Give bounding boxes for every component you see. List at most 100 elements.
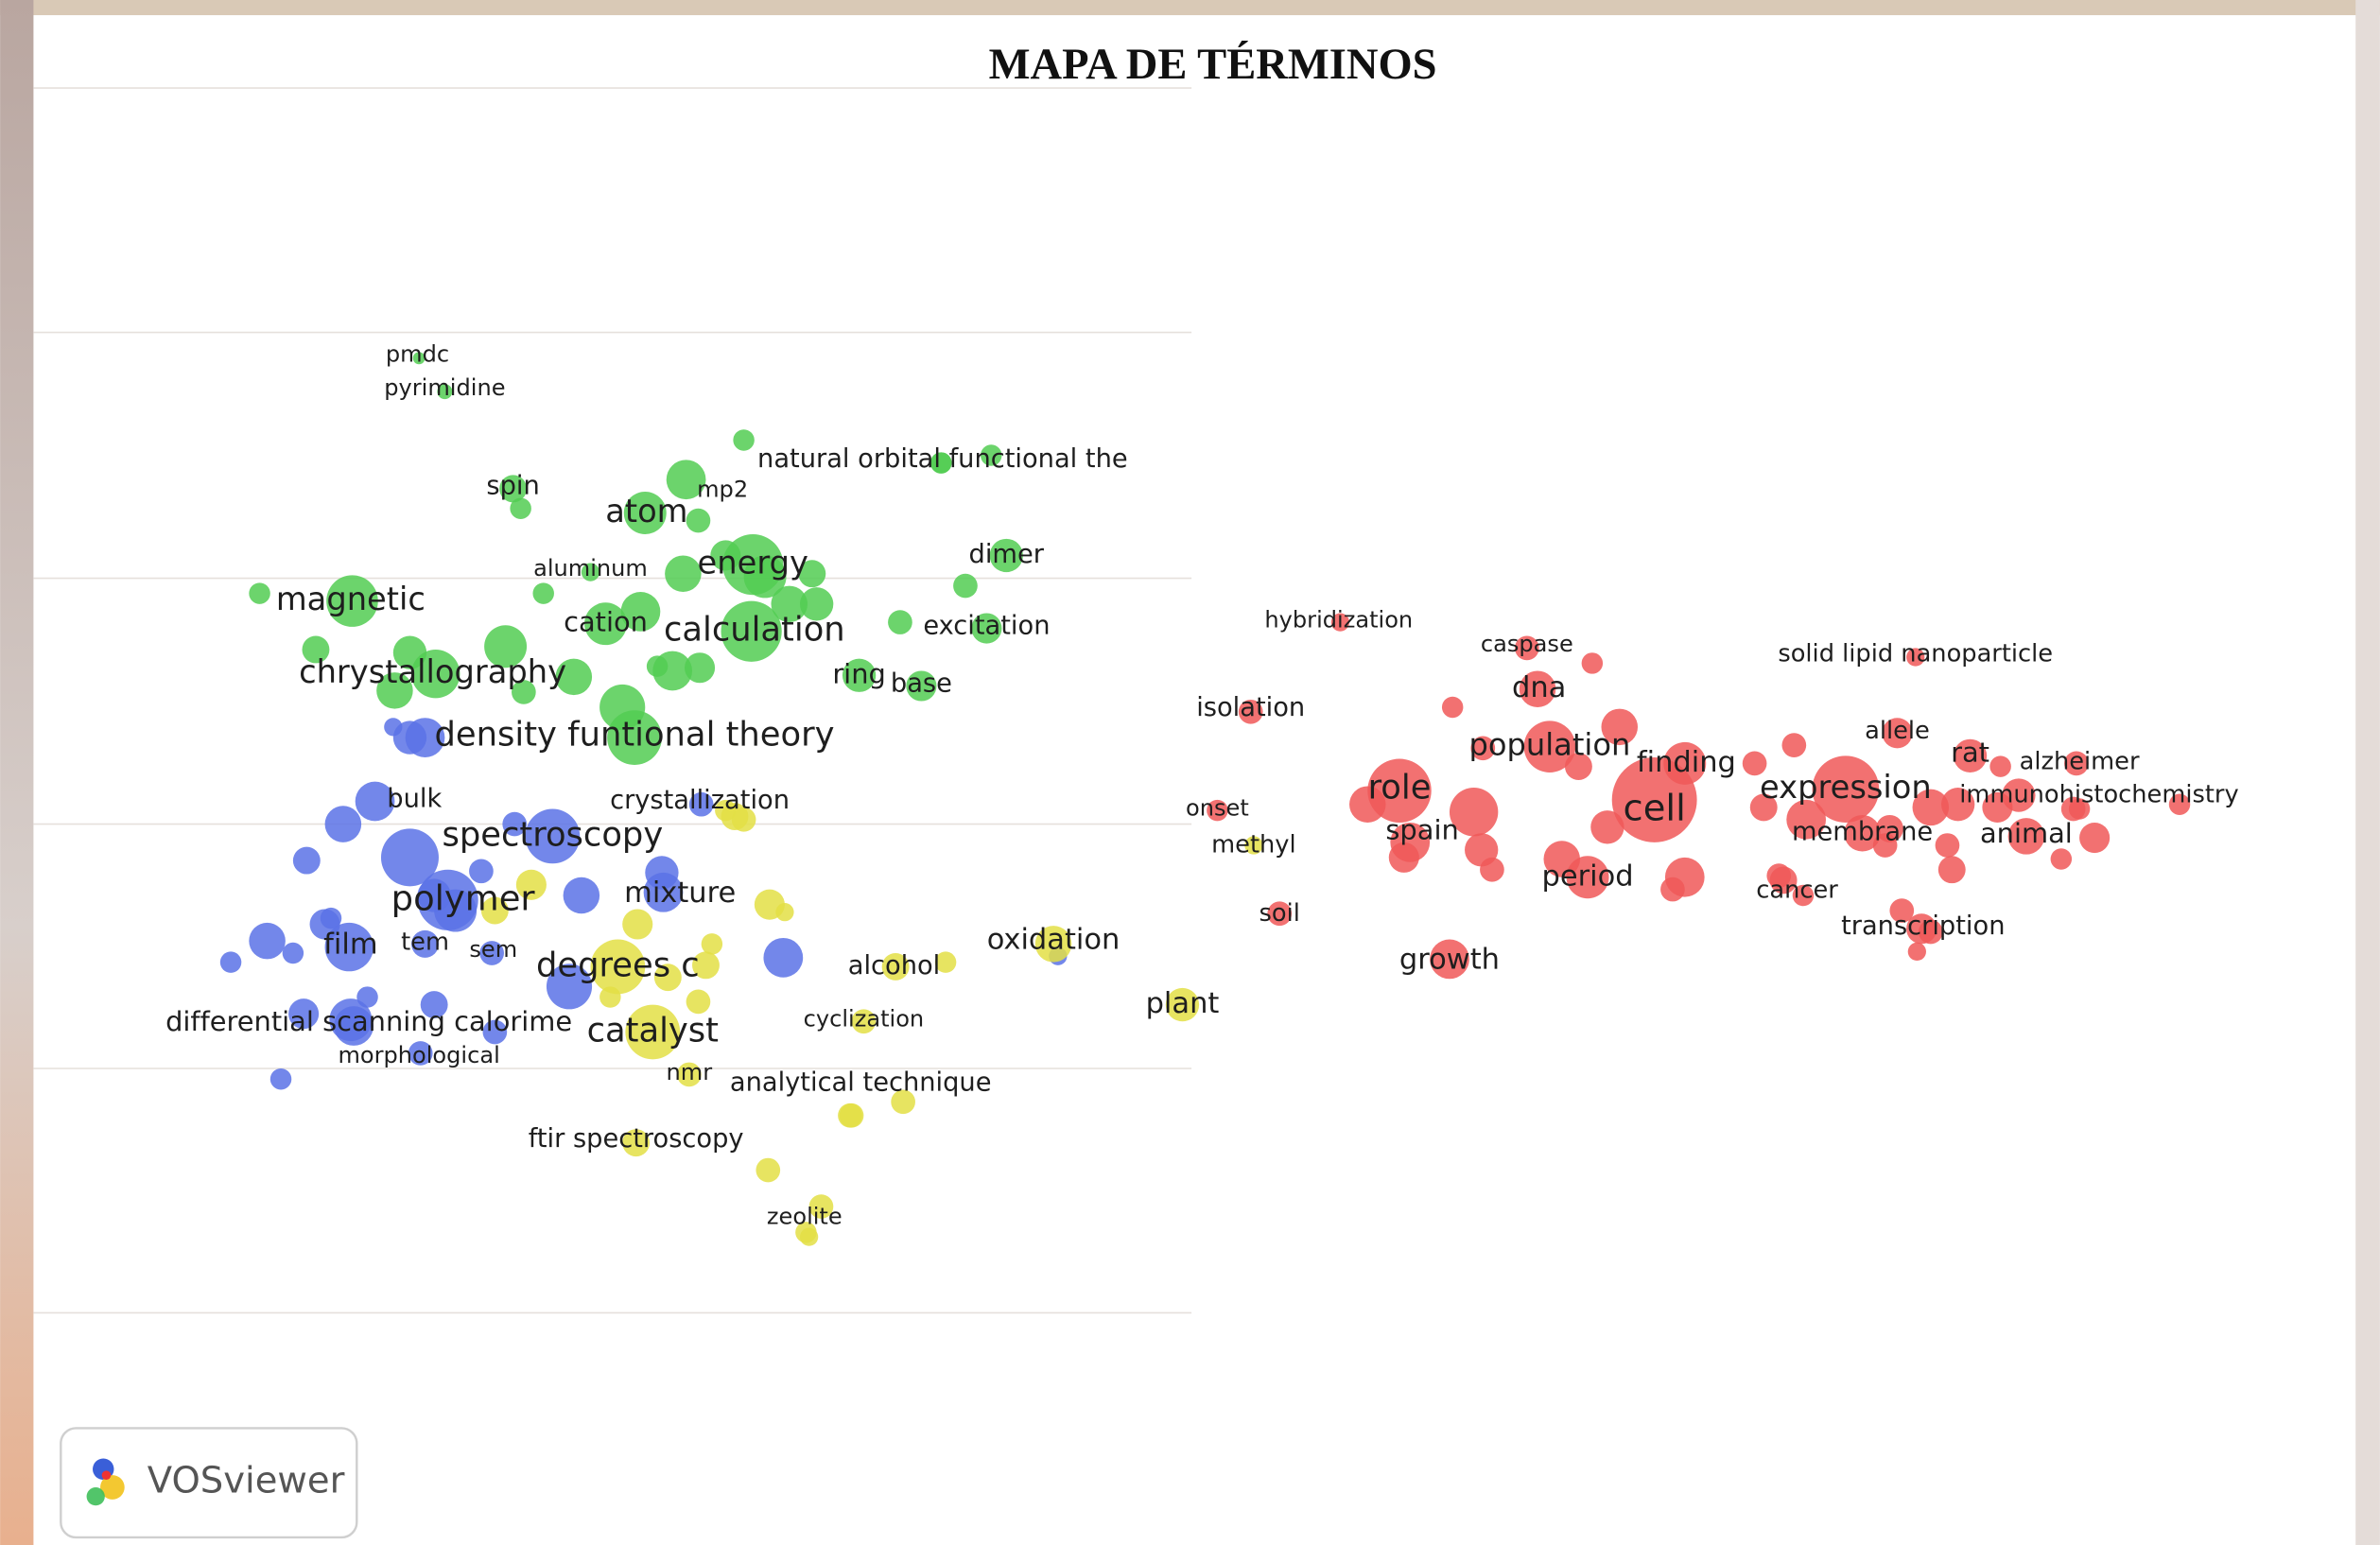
term-label: mixture bbox=[624, 877, 736, 910]
term-label: growth bbox=[1399, 944, 1500, 977]
top-strip bbox=[0, 0, 2380, 15]
term-bubble bbox=[283, 943, 304, 963]
term-bubble bbox=[647, 655, 668, 676]
term-bubble bbox=[763, 938, 803, 978]
term-label: expression bbox=[1760, 769, 1932, 806]
term-label: crystallization bbox=[610, 786, 790, 815]
term-label: transcription bbox=[1841, 911, 2005, 941]
term-label: degrees c bbox=[536, 946, 700, 984]
term-bubble bbox=[325, 806, 362, 842]
term-label: magnetic bbox=[276, 581, 426, 617]
term-label: spin bbox=[486, 472, 539, 501]
term-label: base bbox=[891, 668, 952, 698]
term-label: cyclization bbox=[804, 1006, 925, 1033]
term-label: natural orbital functional the bbox=[757, 444, 1128, 474]
body: {"title": "MAPA DE TÉRMINOS", "logo": "V… bbox=[0, 0, 2380, 1545]
term-bubble bbox=[953, 574, 978, 599]
term-bubble bbox=[888, 610, 912, 634]
term-label: differential scanning calorime bbox=[165, 1005, 572, 1037]
term-bubble bbox=[756, 1158, 780, 1183]
term-label: dna bbox=[1512, 671, 1566, 704]
term-label: zeolite bbox=[767, 1203, 843, 1229]
term-label: membrane bbox=[1792, 818, 1933, 847]
term-bubble bbox=[1660, 877, 1685, 902]
term-bubble bbox=[1480, 858, 1504, 882]
term-bubble bbox=[249, 582, 269, 603]
term-bubble bbox=[1989, 755, 2010, 776]
term-bubble bbox=[293, 847, 321, 875]
term-label: population bbox=[1469, 727, 1631, 763]
term-label: cation bbox=[564, 606, 648, 638]
term-bubble bbox=[685, 652, 715, 683]
term-label: methyl bbox=[1211, 831, 1295, 859]
right-strip bbox=[2355, 0, 2380, 1545]
term-label: solid lipid nanoparticle bbox=[1778, 639, 2053, 668]
term-bubble bbox=[775, 903, 793, 921]
term-label: immunohistochemistry bbox=[1959, 781, 2238, 809]
term-label: excitation bbox=[923, 611, 1050, 640]
term-label: dimer bbox=[969, 540, 1045, 569]
term-bubble bbox=[702, 933, 722, 954]
term-label: chrystallography bbox=[299, 653, 566, 690]
logo-text: VOSviewer bbox=[148, 1460, 345, 1502]
term-label: finding bbox=[1637, 746, 1736, 779]
term-bubble bbox=[1936, 833, 1960, 858]
term-label: catalyst bbox=[587, 1011, 719, 1050]
term-label: bulk bbox=[387, 784, 442, 813]
logo-icon bbox=[102, 1470, 112, 1480]
term-bubble bbox=[1442, 697, 1463, 718]
term-label: ftir spectroscopy bbox=[529, 1124, 744, 1154]
term-label: alcohol bbox=[848, 951, 941, 981]
term-bubble bbox=[270, 1068, 291, 1089]
term-bubble bbox=[2079, 823, 2110, 853]
term-bubble bbox=[1781, 733, 1806, 757]
term-label: hybridization bbox=[1264, 606, 1413, 633]
term-label: pmdc bbox=[386, 341, 449, 368]
term-label: role bbox=[1368, 769, 1432, 807]
term-label: caspase bbox=[1481, 631, 1573, 657]
title: MAPA DE TÉRMINOS bbox=[989, 41, 1437, 89]
term-label: rat bbox=[1951, 737, 1989, 769]
term-label: atom bbox=[605, 493, 687, 529]
term-label: density funtional theory bbox=[435, 715, 835, 754]
term-label: onset bbox=[1186, 795, 1249, 822]
term-label: energy bbox=[698, 545, 808, 582]
term-label: plant bbox=[1146, 987, 1220, 1020]
term-bubble bbox=[532, 582, 553, 603]
term-label: analytical technique bbox=[730, 1068, 992, 1098]
term-label: cell bbox=[1624, 788, 1686, 830]
term-label: alzheimer bbox=[2020, 747, 2140, 775]
term-bubble bbox=[384, 718, 402, 736]
term-label: spain bbox=[1385, 814, 1458, 846]
term-label: pyrimidine bbox=[384, 374, 505, 401]
term-bubble bbox=[665, 555, 702, 592]
term-label: calculation bbox=[664, 611, 845, 650]
term-bubble bbox=[840, 1103, 864, 1128]
term-bubble bbox=[220, 951, 241, 972]
term-label: aluminum bbox=[533, 555, 648, 582]
term-label: nmr bbox=[667, 1059, 713, 1085]
term-bubble bbox=[622, 909, 652, 939]
term-label: isolation bbox=[1196, 693, 1305, 722]
term-label: allele bbox=[1865, 717, 1930, 745]
term-bubble bbox=[1908, 943, 1926, 961]
term-label: mp2 bbox=[697, 476, 748, 502]
term-label: animal bbox=[1980, 817, 2073, 849]
page: VOSviewer map html, body { margin: 0; pa… bbox=[0, 0, 2380, 1545]
term-label: morphological bbox=[338, 1042, 499, 1068]
term-bubble bbox=[686, 990, 711, 1015]
term-label: oxidation bbox=[987, 924, 1121, 957]
term-label: soil bbox=[1259, 899, 1300, 928]
term-label: film bbox=[323, 928, 377, 961]
slide: MAPA DE TÉRMINOS pmdc pyrimidine natural o… bbox=[0, 0, 2380, 1545]
term-bubble bbox=[2051, 848, 2072, 869]
left-strip bbox=[0, 0, 33, 1545]
term-bubble bbox=[733, 429, 754, 450]
term-label: cancer bbox=[1756, 877, 1838, 905]
term-bubble bbox=[1938, 856, 1966, 883]
term-label: sem bbox=[469, 936, 517, 963]
term-label: polymer bbox=[391, 877, 536, 918]
vosviewer-logo[interactable]: VOSviewer bbox=[61, 1428, 356, 1537]
term-label: spectroscopy bbox=[442, 815, 663, 854]
logo-icon bbox=[87, 1487, 105, 1505]
